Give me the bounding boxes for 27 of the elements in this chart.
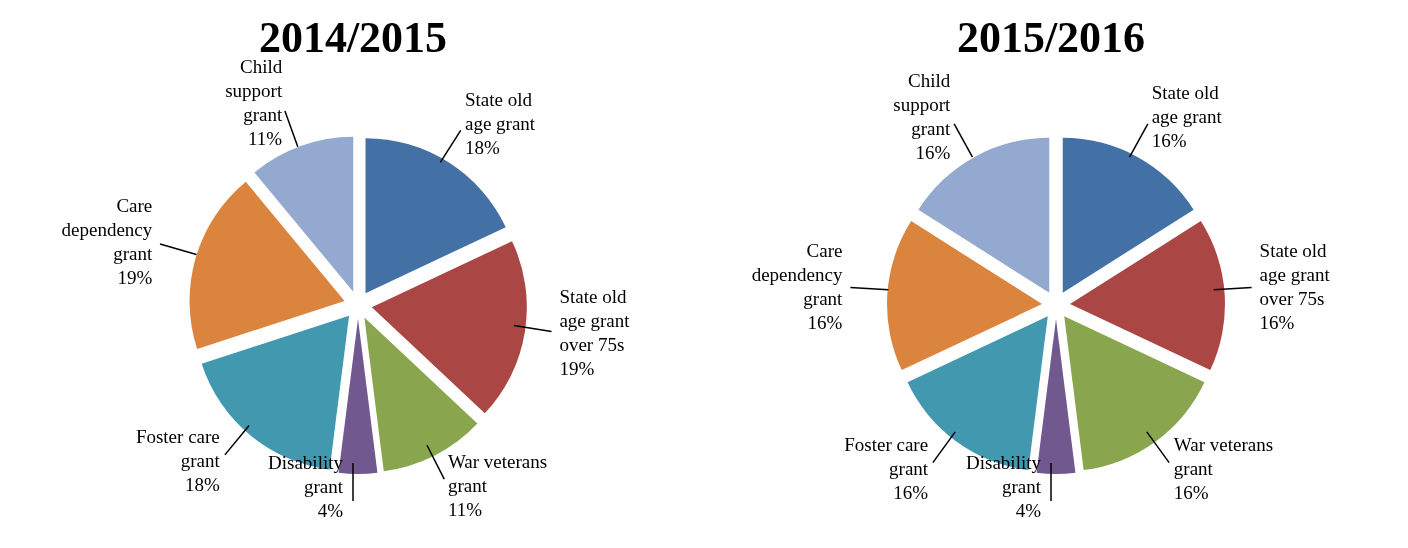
data-label: 16% <box>807 311 843 333</box>
slice-label: Child support grant <box>225 56 283 126</box>
data-label: 16% <box>1173 482 1209 504</box>
chart-title: 2015/2016 <box>955 12 1147 63</box>
data-label: 18% <box>184 474 220 496</box>
slice-label: War veterans grant <box>1173 434 1274 480</box>
data-label: 19% <box>117 266 153 288</box>
slice-label: Child support grant <box>893 69 952 139</box>
data-label: 16% <box>1259 311 1295 333</box>
slice-label: Foster care grant <box>135 426 221 472</box>
slice-label: State old age grant <box>464 88 536 134</box>
slice-label: Care dependency grant <box>751 239 844 309</box>
slice-label: State old age grant over 75s <box>1259 239 1331 309</box>
data-label: 4% <box>317 500 344 521</box>
data-label: 11% <box>447 499 483 521</box>
slice-label: State old age grant <box>1151 81 1223 127</box>
data-label: 16% <box>915 141 951 163</box>
slice-label: Care dependency grant <box>61 194 154 264</box>
data-label: 18% <box>464 136 500 158</box>
slice-label: War veterans grant <box>447 451 548 497</box>
data-label: 11% <box>248 128 283 150</box>
slice-label: State old age grant over 75s <box>559 285 631 355</box>
slice-label: Foster care grant <box>844 434 929 480</box>
data-label: 19% <box>559 357 595 379</box>
data-label: 4% <box>1015 500 1042 521</box>
data-label: 16% <box>1151 129 1187 151</box>
data-label: 16% <box>893 482 929 504</box>
